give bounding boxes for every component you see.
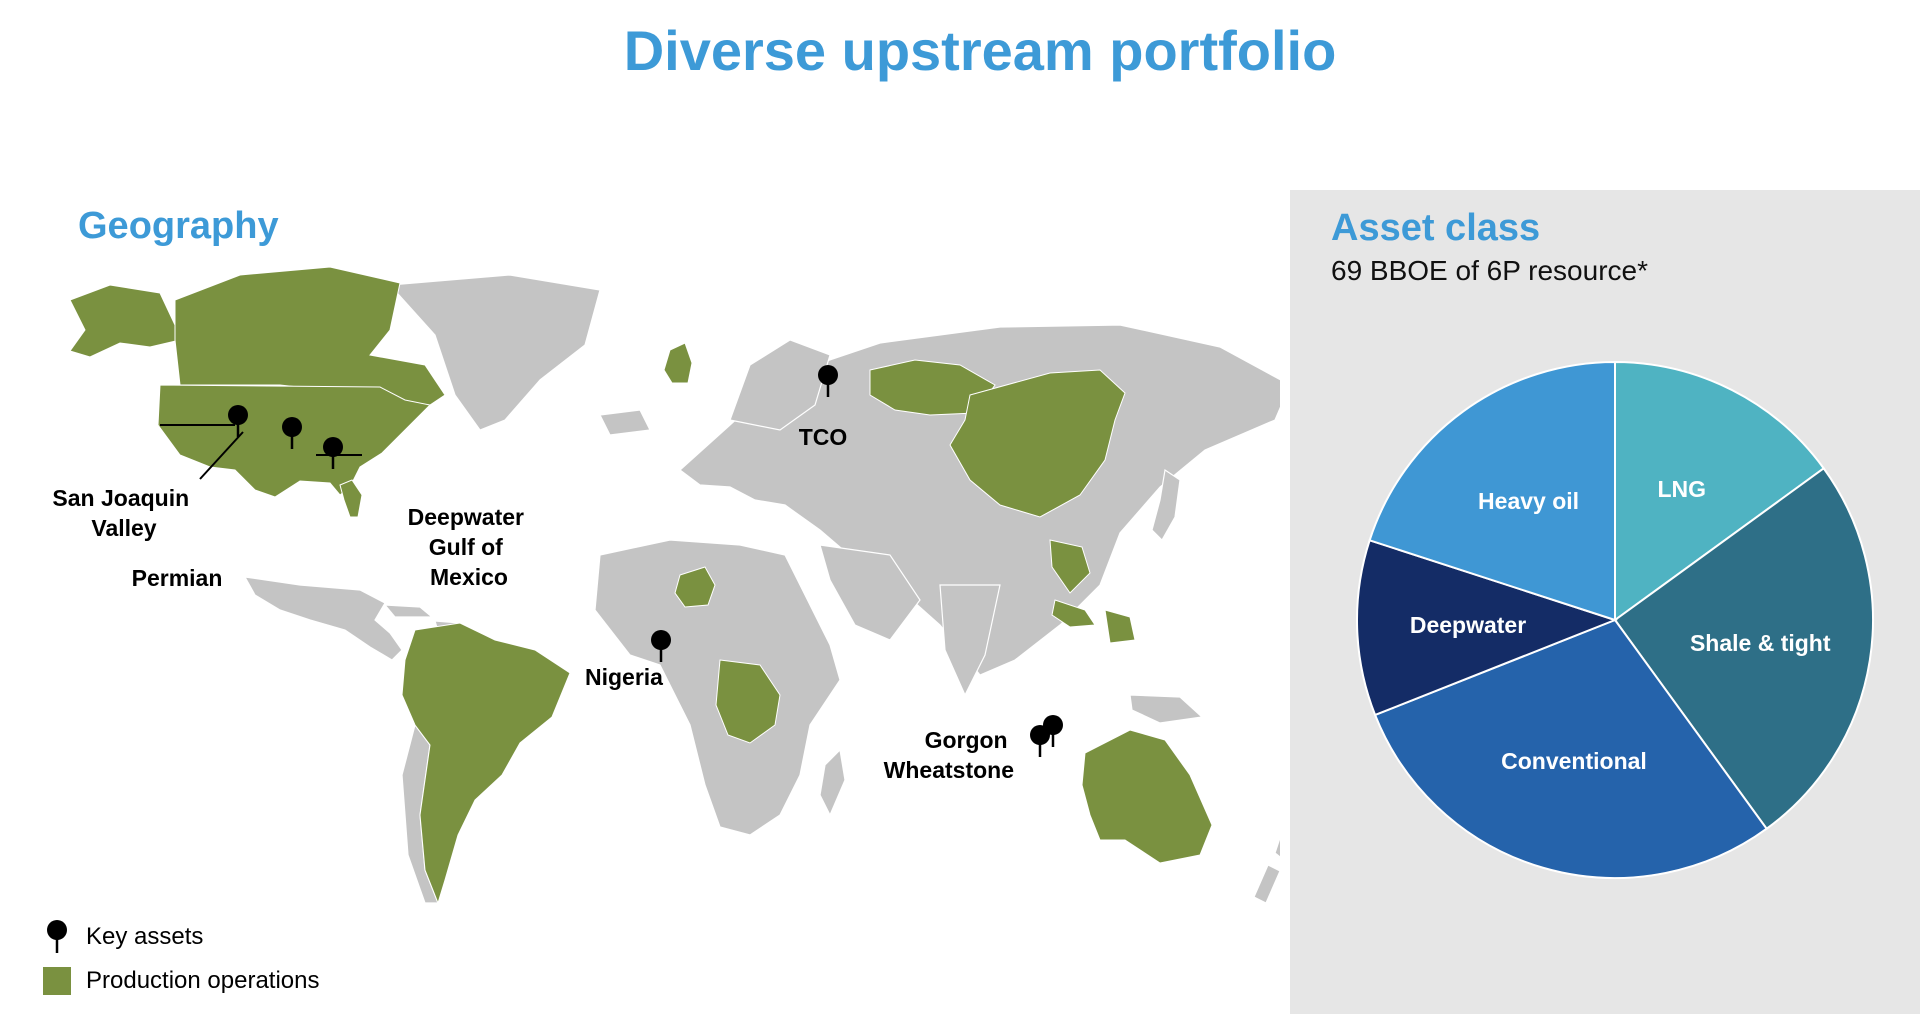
label-gorgon-wheatstone: Gorgon Wheatstone: [884, 727, 1014, 783]
asset-class-pie-chart: [1356, 360, 1874, 879]
nigeria-pin[interactable]: [651, 630, 671, 662]
label-tco: TCO: [799, 424, 848, 450]
legend-key-assets-label: Key assets: [86, 923, 204, 950]
key-asset-pins: [228, 365, 1063, 757]
label-nigeria: Nigeria: [585, 664, 663, 690]
world-map: San Joaquin Valley Permian Deepwater Gul…: [52, 266, 1280, 905]
pie-slice-lng: [1614, 360, 1826, 622]
legend-production-label: Production operations: [86, 967, 320, 994]
pie-label-conventional: Conventional: [1501, 748, 1647, 775]
map-legend: Key assets Production operations: [40, 915, 319, 1003]
pie-label-shale-tight: Shale & tight: [1689, 630, 1831, 656]
pie-slice-deepwater: [1356, 539, 1618, 717]
pie-slice-heavy-oil: [1368, 360, 1616, 622]
san-joaquin-pin[interactable]: [228, 405, 248, 437]
page-title: Diverse upstream portfolio: [623, 19, 1337, 82]
production-operations-regions: [69, 266, 1213, 905]
geography-title: Geography: [78, 205, 279, 247]
pin-icon: [40, 919, 74, 955]
pie-slice-shale-tight: [1613, 466, 1874, 831]
key-asset-labels: San Joaquin Valley Permian Deepwater Gul…: [52, 424, 1014, 783]
pie-slice-conventional: [1373, 618, 1769, 879]
label-deepwater-gom: Deepwater Gulf of Mexico: [408, 504, 531, 590]
legend-production: Production operations: [40, 959, 319, 1003]
asset-class-subtitle: 69 BBOE of 6P resource*: [1331, 255, 1648, 286]
deepwater-gom-pin[interactable]: [323, 437, 343, 469]
pie-label-deepwater: Deepwater: [1409, 611, 1527, 638]
permian-pin[interactable]: [282, 417, 302, 449]
world-land: [243, 274, 1280, 904]
label-san-joaquin: San Joaquin Valley: [52, 485, 195, 541]
pie-label-lng: LNG: [1657, 475, 1707, 502]
legend-key-assets: Key assets: [40, 915, 319, 959]
tco-pin[interactable]: [818, 365, 838, 397]
wheatstone-pin[interactable]: [1043, 715, 1063, 747]
production-swatch-icon: [40, 967, 74, 995]
asset-class-title: Asset class: [1331, 207, 1541, 249]
pie-label-heavy-oil: Heavy oil: [1478, 488, 1580, 515]
label-permian: Permian: [132, 565, 223, 591]
